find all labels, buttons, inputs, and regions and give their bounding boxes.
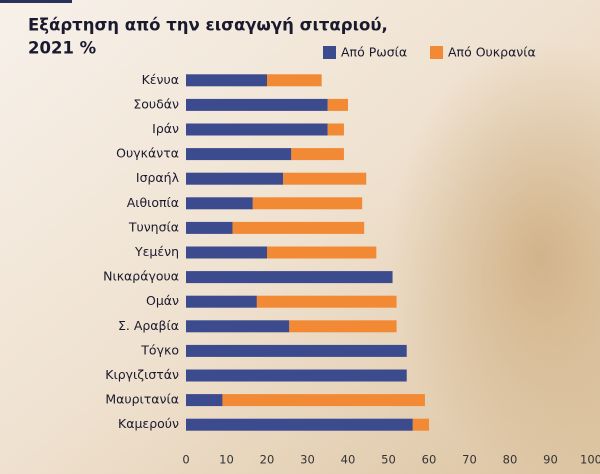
x-tick-label: 20	[260, 453, 275, 467]
legend-label: Από Ρωσία	[341, 45, 407, 60]
bar-segment	[186, 148, 292, 161]
bar-segment	[186, 369, 407, 382]
y-tick-label: Ομάν	[146, 293, 179, 308]
x-tick-label: 0	[182, 453, 189, 467]
x-tick-label: 60	[422, 453, 437, 467]
bar-segment	[186, 246, 267, 259]
bar-segment	[222, 394, 425, 407]
x-tick-label: 30	[300, 453, 315, 467]
y-tick-label: Αιθιοπία	[127, 195, 179, 210]
x-tick-label: 100	[580, 453, 600, 467]
bar-segment	[232, 221, 365, 234]
bar-segment	[186, 98, 328, 111]
y-tick-label: Ουγκάντα	[116, 146, 179, 161]
legend-label: Από Ουκρανία	[448, 45, 536, 60]
accent-line	[0, 0, 72, 3]
bar-segment	[186, 394, 223, 407]
bar-segment	[327, 98, 348, 111]
bar-segment	[267, 246, 377, 259]
x-tick-label: 70	[462, 453, 477, 467]
y-tick-label: Ιράν	[152, 121, 179, 136]
legend: Από Ρωσία Από Ουκρανία	[323, 45, 536, 60]
legend-swatch	[323, 46, 336, 59]
bar-segment	[267, 74, 322, 87]
y-tick-label: Τυνησία	[128, 219, 179, 234]
bar-segment	[256, 295, 397, 308]
bar-segment	[412, 418, 429, 431]
bar-segment	[252, 197, 363, 210]
bar-segment	[186, 271, 393, 284]
y-tick-label: Σουδάν	[133, 96, 179, 111]
bar-segment	[327, 123, 344, 136]
x-tick-label: 10	[219, 453, 234, 467]
y-tick-label: Καμερούν	[118, 416, 179, 431]
y-tick-label: Τόγκο	[140, 342, 179, 357]
x-tick-label: 50	[381, 453, 396, 467]
chart-title: 2021 %	[28, 39, 97, 58]
y-tick-label: Υεμένη	[134, 244, 179, 259]
y-tick-label: Κένυα	[142, 72, 179, 87]
bar-segment	[186, 295, 257, 308]
y-tick-label: Μαυριτανία	[105, 392, 179, 407]
bar-segment	[186, 74, 267, 87]
bar-segment	[186, 123, 328, 136]
y-tick-label: Σ. Αραβία	[118, 318, 179, 333]
y-tick-label: Ισραήλ	[136, 170, 180, 185]
x-tick-label: 40	[341, 453, 356, 467]
x-tick-label: 90	[543, 453, 558, 467]
bar-segment	[186, 320, 290, 333]
bar-segment	[186, 197, 253, 210]
bar-segment	[186, 221, 233, 234]
bar-segment	[291, 148, 344, 161]
chart-title: Εξάρτηση από την εισαγωγή σιταριού,	[28, 16, 388, 35]
x-tick-label: 80	[503, 453, 518, 467]
legend-swatch	[430, 46, 443, 59]
bar-segment	[283, 172, 367, 185]
bar-segment	[289, 320, 397, 333]
bar-segment	[186, 344, 407, 357]
y-tick-label: Νικαράγουα	[103, 269, 179, 284]
bar-segment	[186, 172, 284, 185]
y-tick-label: Κιργιζιστάν	[105, 367, 179, 382]
bar-segment	[186, 418, 413, 431]
